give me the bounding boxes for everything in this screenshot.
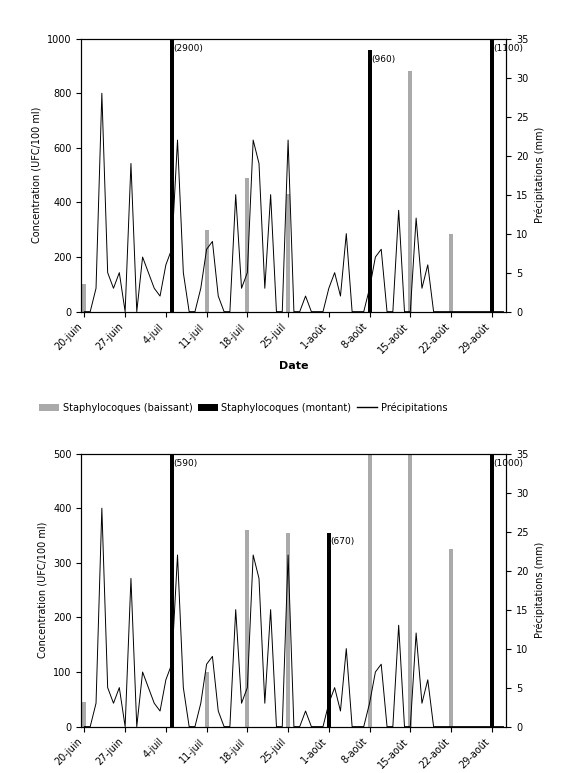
Bar bbox=[449, 549, 453, 727]
Bar bbox=[205, 672, 208, 727]
Bar bbox=[170, 454, 173, 727]
Bar bbox=[408, 454, 412, 727]
Bar bbox=[408, 71, 412, 312]
Bar bbox=[170, 39, 173, 312]
Legend: Coliformes fécaux (baissant), Coliformes fécaux (montant), Précipitations: Coliformes fécaux (baissant), Coliformes… bbox=[36, 0, 471, 2]
Bar bbox=[83, 702, 86, 727]
Legend: Staphylocoques (baissant), Staphylocoques (montant), Précipitations: Staphylocoques (baissant), Staphylocoque… bbox=[36, 398, 451, 417]
Y-axis label: Précipitations (mm): Précipitations (mm) bbox=[534, 127, 545, 223]
Bar bbox=[449, 234, 453, 312]
Bar bbox=[83, 284, 86, 312]
Text: (1100): (1100) bbox=[494, 44, 524, 53]
Bar bbox=[489, 39, 494, 312]
Text: (1000): (1000) bbox=[494, 459, 524, 468]
Bar bbox=[246, 178, 249, 312]
Bar bbox=[286, 533, 290, 727]
Bar bbox=[286, 194, 290, 312]
Y-axis label: Précipitations (mm): Précipitations (mm) bbox=[534, 542, 545, 638]
Text: (960): (960) bbox=[371, 55, 396, 64]
Text: (590): (590) bbox=[173, 459, 198, 468]
Y-axis label: Concentration (UFC/100 ml): Concentration (UFC/100 ml) bbox=[31, 107, 42, 243]
Bar bbox=[368, 49, 371, 312]
Bar bbox=[205, 230, 208, 312]
Bar bbox=[327, 533, 331, 727]
Bar bbox=[489, 549, 494, 727]
Bar bbox=[368, 74, 371, 312]
Text: (670): (670) bbox=[331, 536, 355, 546]
Y-axis label: Concentration (UFC/100 ml): Concentration (UFC/100 ml) bbox=[38, 522, 48, 659]
Text: (2900): (2900) bbox=[173, 44, 203, 53]
Bar bbox=[368, 454, 371, 727]
Bar bbox=[246, 530, 249, 727]
X-axis label: Date: Date bbox=[279, 361, 308, 371]
Bar bbox=[489, 454, 494, 727]
